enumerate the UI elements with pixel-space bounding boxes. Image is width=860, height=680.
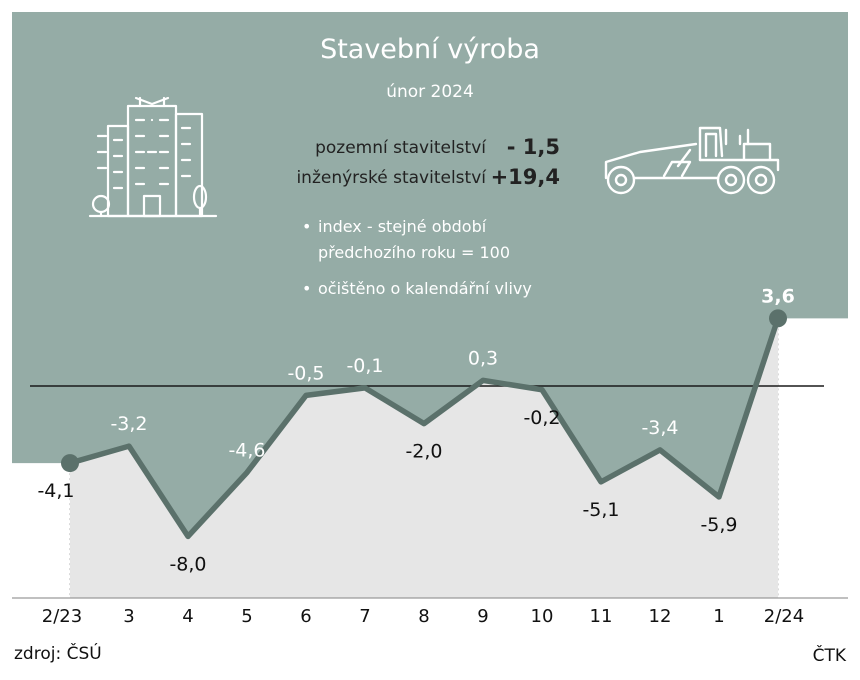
x-tick-label: 2/23 [42,606,82,627]
data-label: -5,1 [582,499,619,521]
x-tick-label: 3 [123,606,134,627]
bullet: • [302,279,312,298]
credit-label: ČTK [812,646,846,666]
bullet: • [302,217,312,236]
x-tick-label: 5 [241,606,252,627]
data-label: 0,3 [468,347,498,369]
x-tick-label: 1 [713,606,724,627]
data-label: -3,4 [641,417,678,439]
stat-row-pozemni: pozemní stavitelství - 1,5 [250,135,560,164]
apartment-building-icon [88,96,218,218]
chart-subtitle: únor 2024 [386,82,474,102]
data-labels: -4,1 -3,2 -8,0 -4,6 -0,5 -0,1 -2,0 0,3 -0,2 -5,1 -… [37,285,794,575]
x-axis-labels: 2/23 3 4 5 6 7 8 9 10 11 12 1 2/24 [42,606,804,627]
x-tick-label: 10 [531,606,554,627]
road-grader-icon [604,126,780,195]
data-label: -4,6 [228,439,265,461]
header-panel [12,12,848,537]
x-tick-label: 9 [477,606,488,627]
chart-title: Stavební výroba [320,34,540,65]
data-label: -2,0 [405,441,442,463]
x-tick-label: 12 [649,606,672,627]
x-tick-label: 8 [418,606,429,627]
data-label: -5,9 [700,514,737,536]
note-text: očištěno o kalendářní vlivy [318,279,532,298]
stat-label: pozemní stavitelství [315,138,486,158]
stat-value: +19,4 [490,165,560,189]
stat-row-inzenyrske: inženýrské stavitelství +19,4 [250,165,560,194]
data-point-marker [61,454,79,473]
data-label: 3,6 [761,285,795,307]
x-tick-label: 7 [359,606,370,627]
stat-value: - 1,5 [506,135,560,159]
data-label: -0,5 [287,362,324,384]
data-label: -4,1 [37,480,74,502]
series-line [67,315,781,540]
data-label: -0,1 [346,355,383,377]
x-tick-label: 2/24 [764,606,804,627]
x-tick-label: 6 [300,606,311,627]
x-tick-label: 11 [590,606,613,627]
source-note: zdroj: ČSÚ [14,644,102,664]
x-tick-label: 4 [182,606,193,627]
stat-label: inženýrské stavitelství [296,168,486,188]
line-series [61,309,787,540]
data-point-marker [769,309,787,328]
data-label: -3,2 [110,413,147,435]
note-text: index - stejné období předchozího roku =… [318,217,511,262]
data-label: -8,0 [169,553,206,575]
data-label: -0,2 [523,407,560,429]
line-area-fill [70,318,778,598]
